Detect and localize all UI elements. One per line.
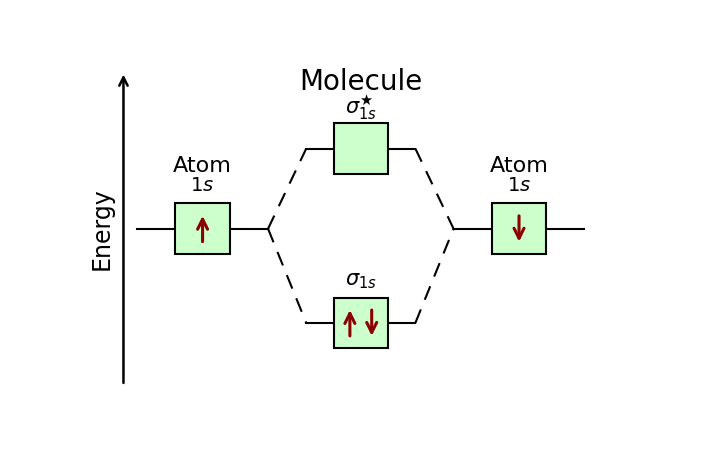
- Bar: [491, 203, 546, 254]
- Text: Energy: Energy: [89, 188, 113, 270]
- Text: Atom: Atom: [173, 156, 232, 176]
- Bar: [334, 298, 388, 348]
- Text: $\sigma_{1s}^{\bigstar}$: $\sigma_{1s}^{\bigstar}$: [345, 92, 377, 121]
- Bar: [175, 203, 230, 254]
- Text: $1s$: $1s$: [191, 176, 215, 195]
- Bar: [334, 123, 388, 174]
- Text: $1s$: $1s$: [507, 176, 531, 195]
- Text: $\sigma_{1s}$: $\sigma_{1s}$: [345, 271, 377, 291]
- Text: Atom: Atom: [489, 156, 548, 176]
- Text: Molecule: Molecule: [299, 68, 422, 96]
